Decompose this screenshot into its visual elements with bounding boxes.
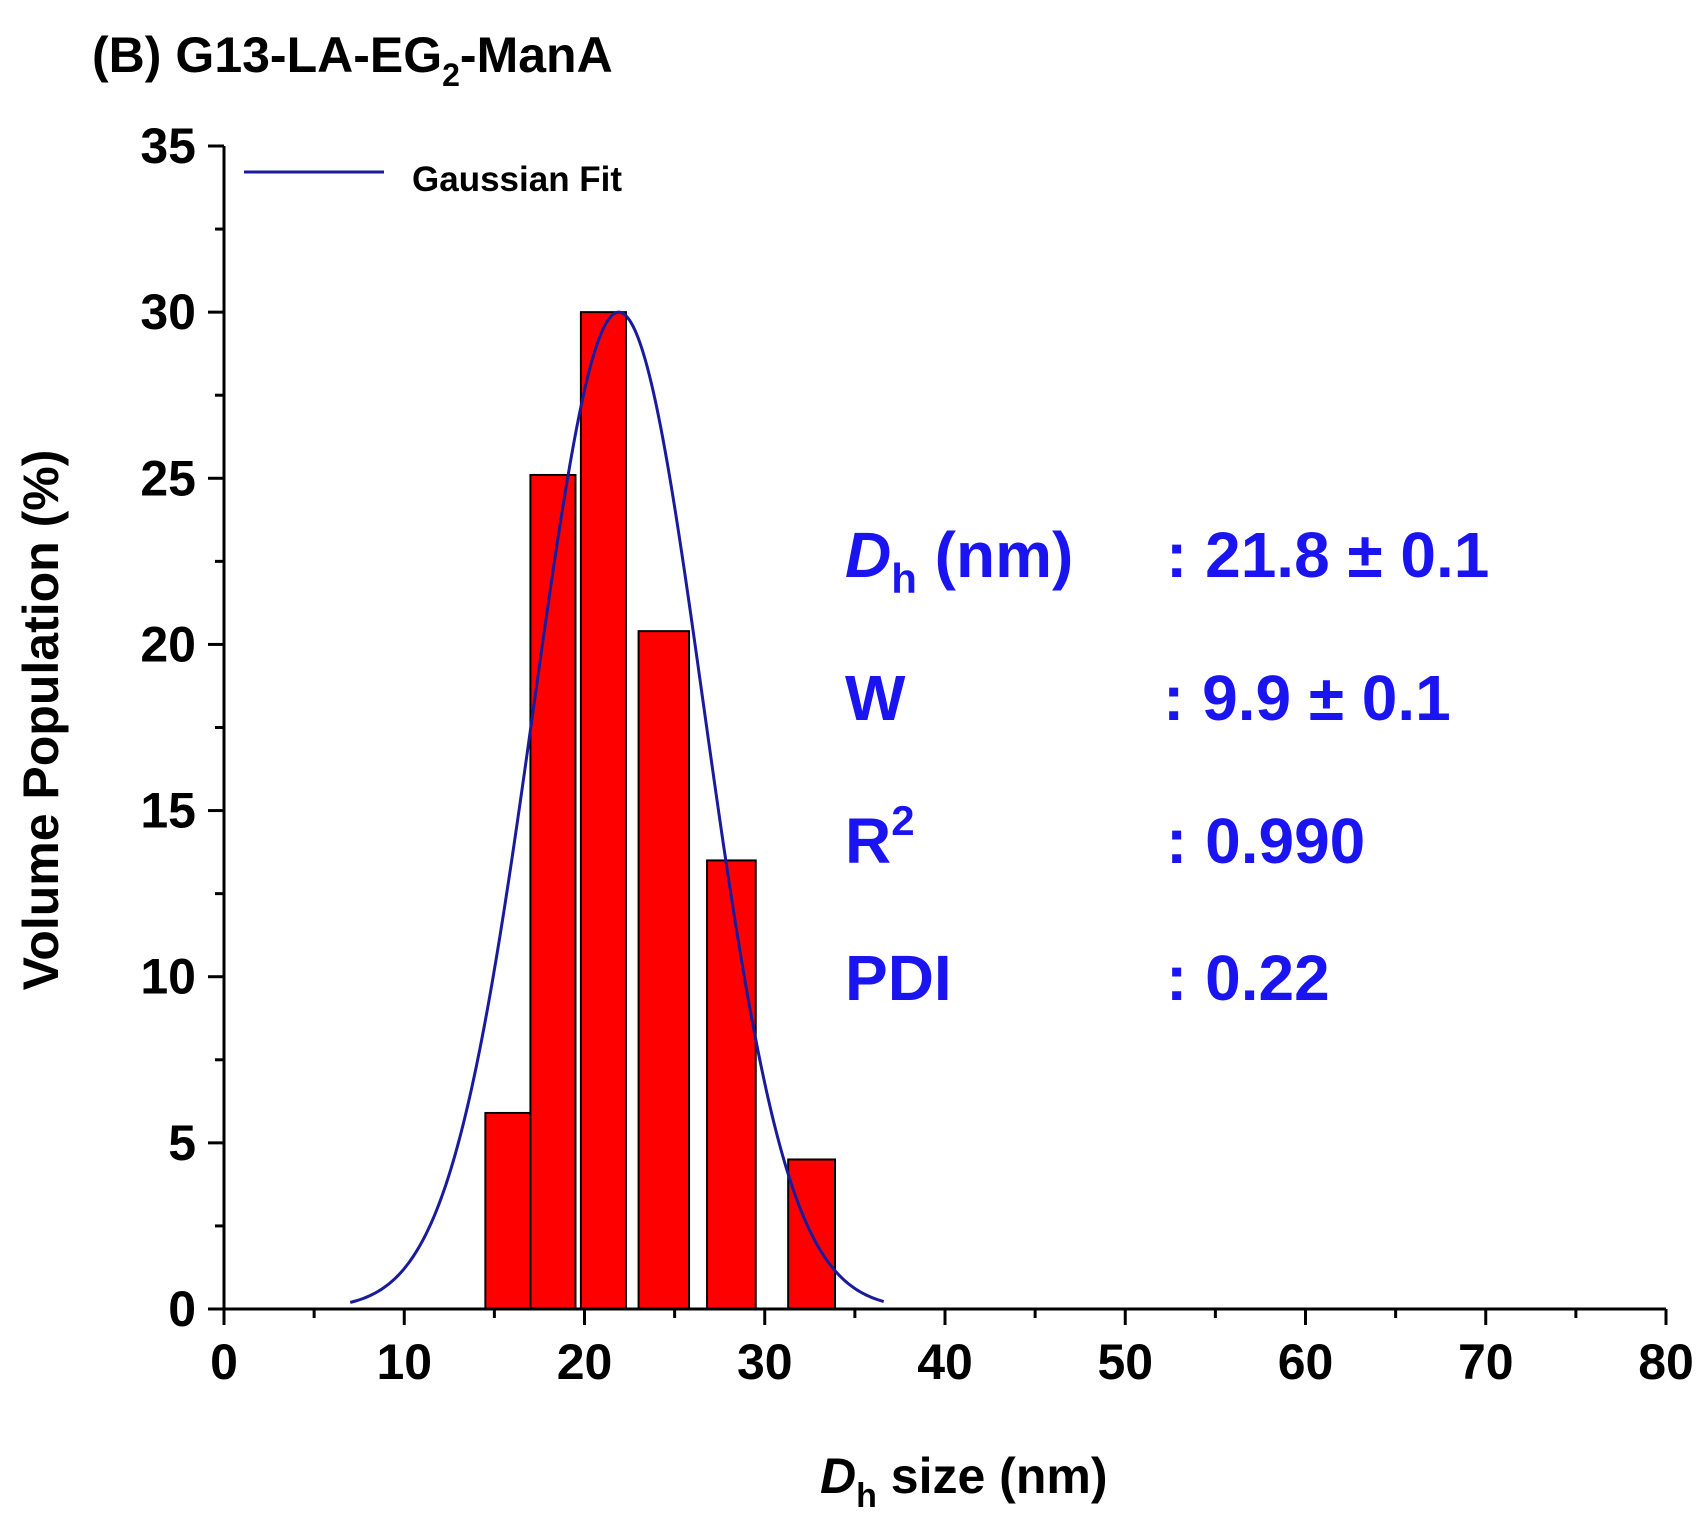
x-tick-label: 80 [1638,1334,1694,1390]
x-axis-title-rest: size (nm) [877,1448,1108,1504]
x-tick-label: 70 [1458,1334,1514,1390]
y-tick-label: 20 [140,616,196,672]
x-tick-label: 50 [1097,1334,1153,1390]
x-tick-label: 10 [376,1334,432,1390]
y-tick-label: 10 [140,949,196,1005]
fit-statistics: Dh (nm) : 21.8 ± 0.1 W : 9.9 ± 0.1 R2 : … [845,519,1489,1014]
panel-label: (B) [92,27,161,83]
y-tick-label: 30 [140,284,196,340]
stat-r2-superscript: 2 [891,797,914,844]
chart-title: (B) G13-LA-EG2-ManA [92,27,613,93]
stat-dh-symbol: D [845,519,891,591]
legend-label: Gaussian Fit [412,160,622,199]
gaussian-fit-line [349,310,885,1304]
stat-dh-unit: (nm) [917,519,1073,591]
stat-dh: Dh (nm) [845,519,1073,602]
x-tick-label: 40 [917,1334,973,1390]
x-tick-labels: 0 10 20 30 40 50 60 70 80 [210,1334,1694,1390]
axes [208,144,1668,1325]
stat-w-value: : 9.9 ± 0.1 [1163,662,1451,734]
stat-w-label: W [845,662,906,734]
x-tick-label: 60 [1278,1334,1334,1390]
stat-r2: R2 [845,797,915,877]
y-axis-title: Volume Population (%) [13,450,69,991]
legend: Gaussian Fit [244,160,622,199]
y-tick-label: 25 [140,450,196,506]
title-subscript: 2 [442,57,460,93]
x-axis-title: Dh size (nm) [820,1448,1107,1515]
stat-dh-value: : 21.8 ± 0.1 [1166,519,1489,591]
x-axis-title-italic: D [820,1448,856,1504]
bar-5 [706,859,757,1311]
y-tick-label: 15 [140,783,196,839]
bar-series [484,311,837,1311]
y-tick-labels: 0 5 10 15 20 25 30 35 [140,118,196,1337]
bar-4 [637,630,691,1310]
y-tick-label: 0 [168,1281,196,1337]
bar-2 [529,473,577,1311]
title-main: G13-LA-EG [175,27,442,83]
stat-r2-label: R [845,805,891,877]
y-tick-label: 5 [168,1115,196,1171]
y-tick-label: 35 [140,118,196,174]
x-tick-label: 20 [557,1334,613,1390]
x-axis-title-subscript: h [856,1477,877,1515]
bar-3 [579,311,627,1310]
stat-dh-subscript: h [891,555,917,602]
x-tick-label: 30 [737,1334,793,1390]
stat-pdi-value: : 0.22 [1166,942,1330,1014]
x-tick-label: 0 [210,1334,238,1390]
bar-1 [484,1111,532,1310]
stat-r2-value: : 0.990 [1166,805,1365,877]
stat-pdi-label: PDI [845,942,952,1014]
title-suffix: -ManA [460,27,613,83]
